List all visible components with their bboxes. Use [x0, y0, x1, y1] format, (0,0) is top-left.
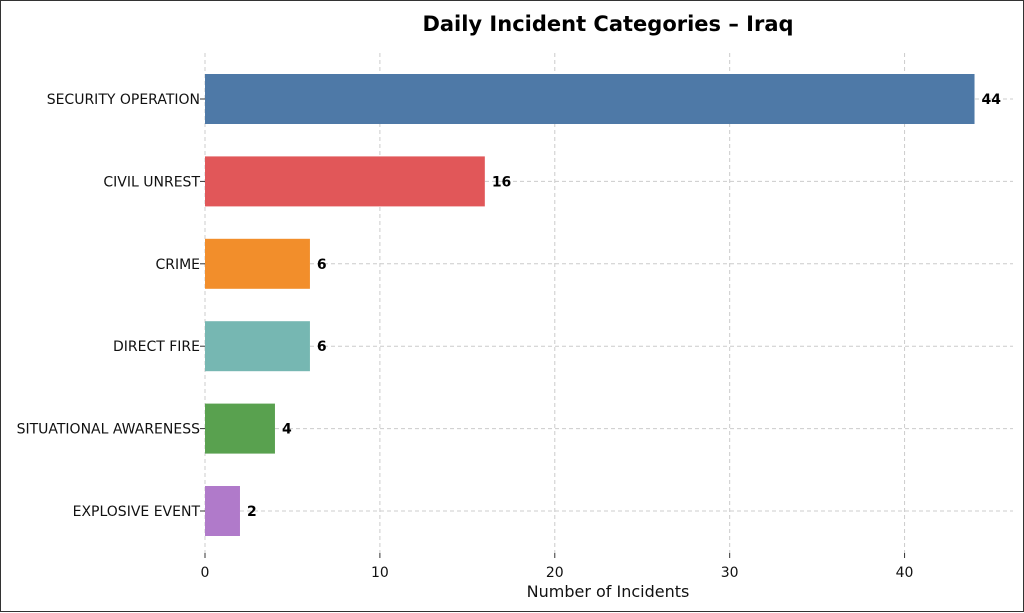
y-ticks-layer: SECURITY OPERATION CIVIL UNREST CRIME DIREC… [17, 92, 205, 520]
y-category-label: CIVIL UNREST [103, 174, 200, 190]
bar [205, 156, 485, 207]
bar-value-label: 4 [282, 422, 292, 438]
bar-value-label: 2 [247, 504, 257, 520]
bar [205, 74, 975, 124]
y-category-label: DIRECT FIRE [113, 339, 200, 355]
bar-value-label: 6 [317, 339, 327, 355]
x-ticks-layer: 0 10 20 30 40 [201, 553, 914, 581]
bars-layer [205, 74, 975, 536]
bar-value-label: 44 [982, 92, 1002, 108]
x-tick-label: 0 [201, 565, 210, 581]
bar [205, 486, 240, 536]
x-tick-label: 40 [896, 565, 914, 581]
chart-title: Daily Incident Categories – Iraq [422, 12, 793, 36]
y-category-label: SITUATIONAL AWARENESS [17, 422, 201, 438]
bar-value-label: 6 [317, 257, 327, 273]
x-tick-label: 10 [371, 565, 389, 581]
grid-layer [204, 53, 1013, 553]
x-axis-label: Number of Incidents [527, 582, 690, 601]
y-category-label: EXPLOSIVE EVENT [73, 504, 201, 520]
x-tick-label: 30 [721, 565, 739, 581]
bar [205, 238, 310, 289]
y-category-label: SECURITY OPERATION [47, 92, 200, 108]
value-labels-layer: 44 16 6 6 4 2 [247, 92, 1001, 520]
bar [205, 403, 275, 454]
bar [205, 321, 310, 372]
y-category-label: CRIME [155, 257, 200, 273]
x-tick-label: 20 [546, 565, 564, 581]
bar-value-label: 16 [492, 174, 511, 190]
